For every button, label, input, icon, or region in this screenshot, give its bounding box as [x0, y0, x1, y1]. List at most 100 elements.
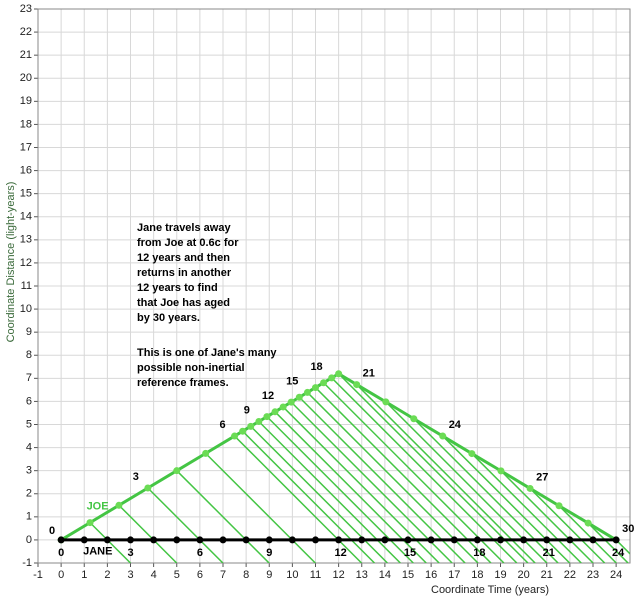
data-point: [358, 536, 366, 544]
simultaneity-line: [314, 387, 492, 563]
point-label: 27: [536, 471, 548, 483]
data-point: [295, 393, 303, 401]
point-label: 18: [473, 547, 485, 559]
annotation: that Joe has aged: [137, 297, 230, 309]
data-point: [473, 536, 481, 544]
data-point: [589, 536, 597, 544]
y-tick-label: 7: [26, 372, 32, 384]
y-tick-label: 4: [26, 441, 32, 453]
y-tick-label: 12: [20, 257, 32, 269]
point-label: 0: [49, 525, 55, 537]
x-tick-label: 18: [471, 569, 483, 581]
point-label: 6: [219, 419, 225, 431]
simultaneity-line: [356, 384, 536, 563]
data-point: [247, 422, 255, 430]
data-point: [497, 467, 505, 475]
annotation: reference frames.: [137, 377, 229, 389]
data-point: [335, 370, 343, 378]
simultaneity-line: [290, 401, 453, 563]
simultaneity-line: [205, 452, 316, 563]
data-point: [382, 398, 390, 406]
y-tick-label: 20: [20, 72, 32, 84]
y-tick-label: 21: [20, 49, 32, 61]
y-tick-label: -1: [22, 557, 32, 569]
data-point: [320, 379, 328, 387]
data-point: [612, 536, 620, 544]
x-tick-label: 2: [104, 569, 110, 581]
data-point: [287, 398, 295, 406]
y-tick-label: 19: [20, 95, 32, 107]
data-point: [255, 417, 263, 425]
data-point: [555, 502, 563, 510]
simultaneity-line: [306, 391, 479, 563]
data-point: [202, 449, 210, 457]
data-point: [288, 536, 296, 544]
y-tick-label: 16: [20, 164, 32, 176]
data-point: [381, 536, 389, 544]
data-point: [566, 536, 574, 544]
point-label: 9: [266, 547, 272, 559]
data-point: [242, 536, 250, 544]
y-tick-label: 3: [26, 465, 32, 477]
data-point: [263, 413, 271, 421]
x-tick-label: 14: [379, 569, 391, 581]
y-tick-label: 23: [20, 3, 32, 15]
simultaneity-line: [298, 396, 466, 563]
point-label: 3: [127, 547, 133, 559]
annotation: 12 years and then: [137, 252, 230, 264]
data-point: [526, 484, 534, 492]
simultaneity-line: [471, 453, 582, 563]
simultaneity-line: [274, 411, 427, 563]
data-point: [196, 536, 204, 544]
data-point: [404, 536, 412, 544]
data-point: [335, 536, 343, 544]
annotation: possible non-inertial: [137, 362, 245, 374]
simultaneity-line: [89, 522, 131, 563]
data-point: [57, 536, 65, 544]
data-point: [497, 536, 504, 544]
y-tick-label: 18: [20, 118, 32, 130]
x-tick-label: 13: [356, 569, 368, 581]
data-point: [239, 427, 247, 435]
data-point: [520, 536, 528, 544]
simultaneity-line: [385, 401, 548, 563]
simultaneity-line: [529, 487, 606, 563]
point-label: 9: [244, 404, 250, 416]
x-tick-label: 9: [266, 569, 272, 581]
point-label: 12: [335, 547, 347, 559]
series-label: JANE: [83, 545, 112, 557]
point-label: 18: [310, 361, 322, 373]
annotation: 12 years to find: [137, 282, 218, 294]
point-label: 24: [612, 547, 625, 559]
simultaneity-line: [338, 373, 529, 563]
y-tick-label: 17: [20, 141, 32, 153]
data-point: [468, 450, 476, 458]
data-point: [312, 536, 319, 544]
point-label: 21: [543, 547, 555, 559]
y-tick-label: 15: [20, 188, 32, 200]
point-label: 6: [197, 547, 203, 559]
y-axis-title: Coordinate Distance (light-years): [5, 182, 17, 343]
data-point: [86, 519, 94, 527]
data-point: [312, 384, 319, 392]
point-label: 12: [262, 390, 274, 402]
data-point: [219, 536, 227, 544]
data-point: [265, 536, 273, 544]
x-tick-label: 0: [58, 569, 64, 581]
simultaneity-line: [282, 406, 440, 563]
x-tick-label: 6: [197, 569, 203, 581]
plot-border: [37, 8, 631, 564]
data-point: [439, 432, 447, 440]
data-point: [279, 403, 287, 411]
x-tick-label: 12: [333, 569, 345, 581]
data-point: [410, 415, 418, 423]
y-tick-label: 5: [26, 418, 32, 430]
simultaneity-line: [500, 470, 594, 563]
data-point: [127, 536, 134, 544]
y-tick-label: 10: [20, 303, 32, 315]
simultaneity-line: [323, 382, 505, 563]
simultaneity-line: [331, 377, 518, 563]
data-point: [543, 536, 551, 544]
